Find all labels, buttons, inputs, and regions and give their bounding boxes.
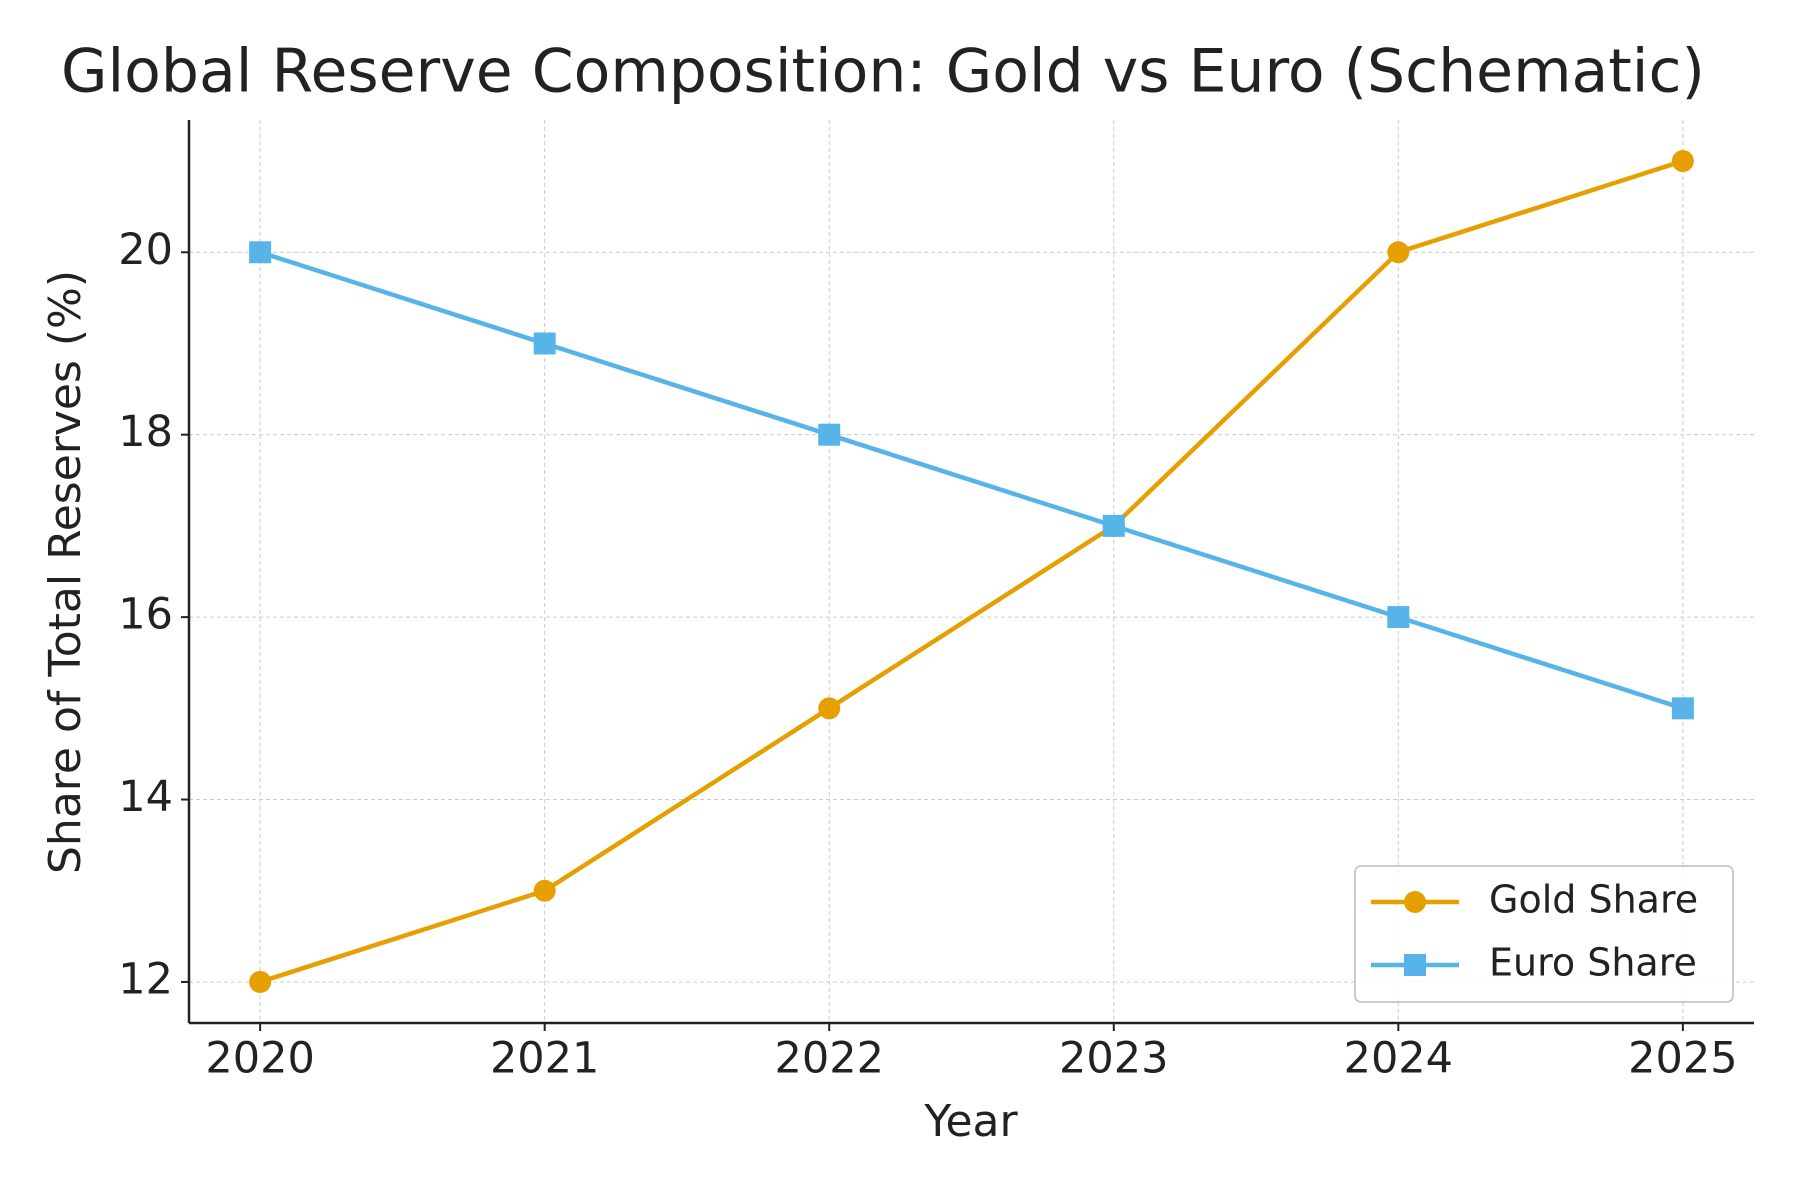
marker [818, 423, 841, 446]
line [259, 250, 1684, 711]
chart-title: Global Reserve Composition: Gold vs Euro… [61, 37, 1705, 107]
y-tick-label: 16 [118, 590, 173, 640]
line [259, 158, 1684, 985]
x-tick-label: 2024 [1344, 1034, 1453, 1084]
x-tick-label: 2023 [1059, 1034, 1168, 1084]
marker [1102, 514, 1125, 537]
x-tick-label: 2020 [205, 1034, 314, 1084]
marker [1404, 954, 1426, 976]
marker [533, 879, 556, 902]
marker [1387, 606, 1410, 629]
marker [1404, 891, 1426, 913]
x-tick-label: 2022 [775, 1034, 884, 1084]
marker [1671, 697, 1694, 720]
y-tick-label: 18 [118, 407, 173, 457]
marker [818, 697, 841, 720]
x-tick-label: 2021 [490, 1034, 599, 1084]
legend-label: Euro Share [1489, 941, 1697, 985]
legend-label: Gold Share [1489, 878, 1698, 922]
marker [533, 332, 556, 355]
marker [1387, 241, 1410, 264]
legend: Gold Share Euro Share [1354, 865, 1734, 1003]
y-axis-label: Share of Total Reserves (%) [40, 270, 91, 874]
marker [1671, 150, 1694, 173]
x-axis-label: Year [923, 1096, 1018, 1147]
y-tick-label: 12 [118, 954, 173, 1004]
x-tick-label: 2025 [1628, 1034, 1737, 1084]
marker [249, 970, 272, 993]
y-tick-label: 20 [118, 225, 173, 275]
y-tick-label: 14 [118, 772, 173, 822]
marker [249, 241, 272, 264]
